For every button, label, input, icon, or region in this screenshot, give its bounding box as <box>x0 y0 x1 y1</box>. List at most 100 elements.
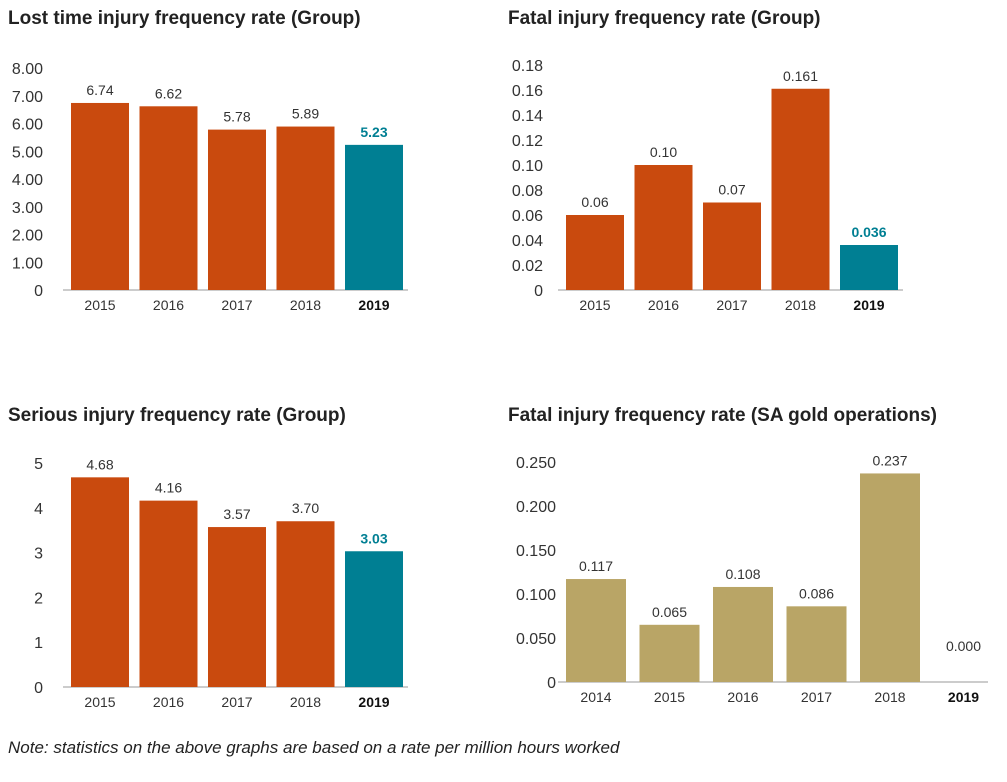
y-tick-label: 5.00 <box>12 144 43 161</box>
y-tick-label: 3.00 <box>12 200 43 217</box>
x-tick-label-2016: 2016 <box>153 694 184 710</box>
y-tick-label: 0.10 <box>512 158 543 175</box>
bar-2017 <box>208 129 266 290</box>
x-tick-label-2018: 2018 <box>785 297 816 313</box>
chart-svg: 0 1 2 3 4 5 4.68 2015 4.16 2016 3.57 2017 3.70 2018 3.… <box>34 456 408 710</box>
chart-svg: 0 0.050 0.100 0.150 0.200 0.250 0.117 2014 0.065… <box>516 452 988 705</box>
chart-title: Serious injury frequency rate (Group) <box>8 405 346 426</box>
data-label-2016: 0.108 <box>725 566 760 582</box>
bar-2018 <box>276 521 335 687</box>
y-tick-label: 0 <box>547 675 556 692</box>
y-tick-label: 1.00 <box>12 255 43 272</box>
y-tick-label: 6.00 <box>12 117 43 134</box>
x-tick-label-2018: 2018 <box>290 694 321 710</box>
data-label-2015: 4.68 <box>86 456 113 472</box>
y-tick-label: 0.150 <box>516 543 556 560</box>
x-tick-label-2019: 2019 <box>853 297 884 313</box>
y-tick-label: 0 <box>34 283 43 300</box>
chart-panel-lost-time: Lost time injury frequency rate (Group) … <box>8 8 418 318</box>
y-tick-label: 0.050 <box>516 631 556 648</box>
x-tick-label-2017: 2017 <box>221 694 252 710</box>
bar-2018 <box>771 88 830 290</box>
data-label-2018: 3.70 <box>292 500 319 516</box>
x-tick-label-2015: 2015 <box>579 297 610 313</box>
data-label-2018: 5.89 <box>292 106 319 122</box>
y-tick-label: 8.00 <box>12 61 43 78</box>
y-tick-label: 0.12 <box>512 133 543 150</box>
y-tick-label: 3 <box>34 546 43 563</box>
data-label-2016: 6.62 <box>155 85 182 101</box>
data-label-2018: 0.161 <box>783 68 818 84</box>
bar-2017 <box>208 527 266 687</box>
bar-2016 <box>139 106 198 290</box>
bar-2016 <box>634 165 693 290</box>
chart-panel-fatal-sa: Fatal injury frequency rate (SA gold ope… <box>508 405 998 715</box>
x-tick-label-2017: 2017 <box>221 297 252 313</box>
data-label-2019: 0.036 <box>851 224 886 240</box>
bar-2015 <box>566 215 624 290</box>
y-tick-label: 2 <box>34 590 43 607</box>
chart-title: Fatal injury frequency rate (SA gold ope… <box>508 405 937 426</box>
bar-2019 <box>345 551 403 687</box>
data-label-2018: 0.237 <box>872 452 907 468</box>
data-label-2015: 0.06 <box>581 194 608 210</box>
y-tick-label: 0.08 <box>512 183 543 200</box>
data-label-2019: 5.23 <box>360 124 387 140</box>
x-tick-label-2019: 2019 <box>358 694 389 710</box>
chart-svg: 0 0.02 0.04 0.06 0.08 0.10 0.12 0.14 0.16 0.18 0.0… <box>512 58 903 313</box>
y-tick-label: 0.02 <box>512 258 543 275</box>
y-tick-label: 7.00 <box>12 89 43 106</box>
x-tick-label-2016: 2016 <box>153 297 184 313</box>
bar-2015 <box>71 477 129 687</box>
data-label-2017: 5.78 <box>223 109 250 125</box>
chart-panel-fatal-group: Fatal injury frequency rate (Group) 0 0.0… <box>508 8 918 318</box>
y-tick-label: 0.04 <box>512 233 543 250</box>
chart-title: Lost time injury frequency rate (Group) <box>8 8 361 29</box>
x-tick-label-2018: 2018 <box>874 689 905 705</box>
data-label-2017: 3.57 <box>223 506 250 522</box>
data-label-2015: 6.74 <box>86 82 113 98</box>
y-tick-label: 0.16 <box>512 83 543 100</box>
data-label-2019: 0.000 <box>946 638 981 654</box>
y-tick-label: 4 <box>34 501 43 518</box>
data-label-2015: 0.065 <box>652 604 687 620</box>
bar-2017 <box>786 606 847 682</box>
bar-2019 <box>345 144 403 290</box>
bar-2019 <box>840 245 898 290</box>
data-label-2019: 3.03 <box>360 530 387 546</box>
x-tick-label-2017: 2017 <box>801 689 832 705</box>
y-tick-label: 0.200 <box>516 499 556 516</box>
footnote: Note: statistics on the above graphs are… <box>8 738 620 757</box>
bar-2016 <box>139 500 198 687</box>
x-tick-label-2016: 2016 <box>648 297 679 313</box>
bar-2014 <box>566 579 626 682</box>
y-tick-label: 0.14 <box>512 108 543 125</box>
bar-2017 <box>703 202 761 290</box>
y-tick-label: 2.00 <box>12 228 43 245</box>
data-label-2017: 0.086 <box>799 585 834 601</box>
x-tick-label-2015: 2015 <box>654 689 685 705</box>
y-tick-label: 1 <box>34 635 43 652</box>
chart-svg: 0 1.00 2.00 3.00 4.00 5.00 6.00 7.00 8.00 6.74 201… <box>12 61 408 313</box>
bar-2016 <box>713 586 773 682</box>
chart-title: Fatal injury frequency rate (Group) <box>508 8 821 29</box>
data-label-2017: 0.07 <box>718 182 745 198</box>
x-tick-label-2015: 2015 <box>84 694 115 710</box>
y-tick-label: 0.18 <box>512 58 543 75</box>
bar-2015 <box>71 102 129 290</box>
bar-2018 <box>276 126 335 291</box>
data-label-2016: 4.16 <box>155 480 182 496</box>
y-tick-label: 0.100 <box>516 587 556 604</box>
y-tick-label: 4.00 <box>12 172 43 189</box>
x-tick-label-2016: 2016 <box>727 689 758 705</box>
x-tick-label-2017: 2017 <box>716 297 747 313</box>
y-tick-label: 5 <box>34 456 43 473</box>
x-tick-label-2019: 2019 <box>358 297 389 313</box>
data-label-2016: 0.10 <box>650 144 677 160</box>
data-label-2014: 0.117 <box>579 558 613 574</box>
y-tick-label: 0 <box>34 680 43 697</box>
y-tick-label: 0 <box>534 283 543 300</box>
y-tick-label: 0.06 <box>512 208 543 225</box>
bar-2018 <box>860 473 920 682</box>
y-tick-label: 0.250 <box>516 455 556 472</box>
